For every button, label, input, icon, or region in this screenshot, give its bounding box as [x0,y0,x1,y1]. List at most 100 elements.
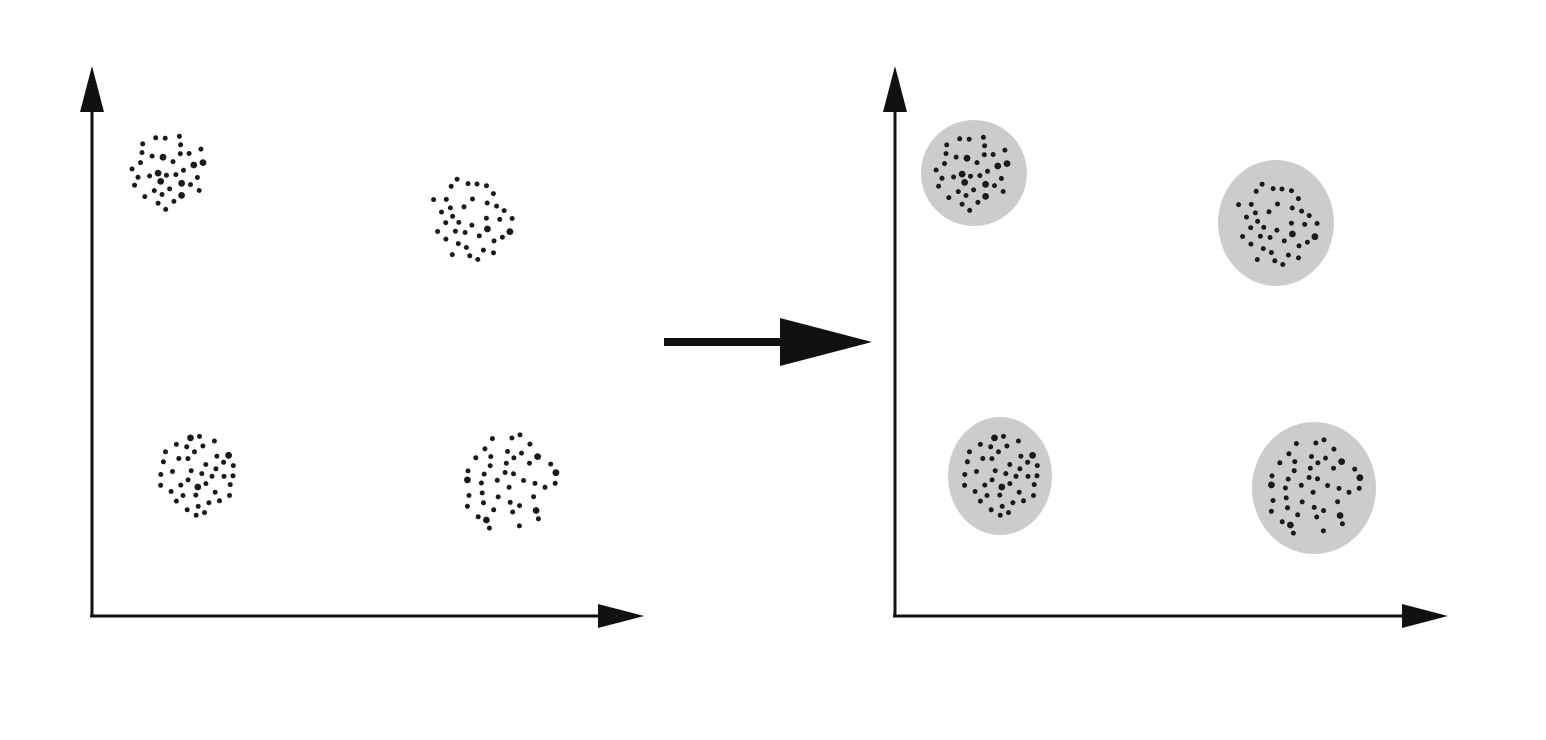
data-point [1286,451,1292,457]
data-point [1331,446,1337,452]
data-point [505,449,510,454]
data-point [1302,221,1308,227]
data-point [1283,495,1289,501]
data-point [478,480,484,486]
data-point [483,215,489,221]
data-point [1259,181,1265,187]
data-point [967,449,972,455]
data-point [487,463,493,469]
data-point [552,469,560,477]
data-point [951,174,957,180]
data-point [455,241,461,247]
cluster-top-left [921,120,1027,226]
data-point [1315,476,1320,482]
data-point [1013,473,1019,479]
data-point [140,141,146,147]
data-point [955,189,961,195]
data-point [159,192,165,197]
cluster-bottom-right [1252,422,1376,554]
data-point [936,183,942,189]
data-point [1236,202,1242,208]
data-point [1304,239,1310,245]
data-point [476,233,482,239]
data-point [1296,255,1301,261]
y-axis [883,66,907,616]
data-point [962,482,968,488]
data-point [996,449,1001,455]
data-point [1291,468,1297,474]
data-point [1252,210,1258,216]
data-point [963,154,971,162]
data-point [977,441,983,447]
data-point [1253,188,1259,194]
data-point [491,250,496,256]
data-point [531,494,537,500]
data-point [1025,473,1031,479]
data-point [466,493,472,498]
data-point [494,203,500,209]
data-point [1293,441,1299,447]
data-point [447,205,453,211]
data-point [999,503,1005,509]
data-point [1254,257,1260,263]
data-point [985,168,990,174]
data-point [959,201,965,207]
data-point [211,438,217,444]
data-point [198,146,204,152]
data-point [221,459,227,465]
data-point [1017,466,1023,472]
data-point [980,456,986,461]
data-point [509,216,515,221]
data-point [982,193,989,200]
data-point [168,489,174,494]
data-point [1270,498,1276,503]
data-point [1285,252,1291,258]
data-point [992,183,997,189]
data-point [129,166,135,172]
data-point [461,204,467,210]
data-point [521,478,527,483]
data-point [1004,443,1010,449]
data-point [465,181,471,187]
data-point [1335,499,1341,505]
data-point [1295,512,1301,518]
data-point [982,482,988,488]
data-point [981,152,987,158]
data-point [192,449,197,455]
data-point [443,236,449,242]
data-point [1261,224,1267,230]
data-point [1299,499,1305,505]
data-point [470,196,475,202]
data-point [164,172,169,178]
data-point [212,489,218,495]
data-point [1257,233,1263,239]
data-point [149,153,155,159]
data-point [1314,514,1320,520]
data-point [494,477,500,483]
data-point [484,183,489,189]
data-point [1325,483,1331,488]
data-point [173,498,179,504]
cluster-bottom-left [948,417,1052,535]
data-point [176,456,182,461]
data-point [181,167,186,173]
data-point [989,456,995,462]
x-axis-arrowhead [1402,604,1448,628]
data-point [542,484,548,490]
data-point [1280,262,1286,267]
data-point [1018,453,1024,459]
data-point [1313,440,1319,446]
data-point [1034,473,1040,479]
data-point [1003,471,1009,477]
data-point [1321,508,1327,514]
data-point [1016,489,1022,495]
data-point [190,161,198,169]
data-point [506,484,512,490]
data-point [155,200,161,206]
data-point [974,469,979,474]
data-point [1285,505,1290,511]
data-point [994,162,1002,170]
cluster-bottom-right [464,432,560,531]
data-point [199,471,205,477]
data-point [142,194,148,200]
